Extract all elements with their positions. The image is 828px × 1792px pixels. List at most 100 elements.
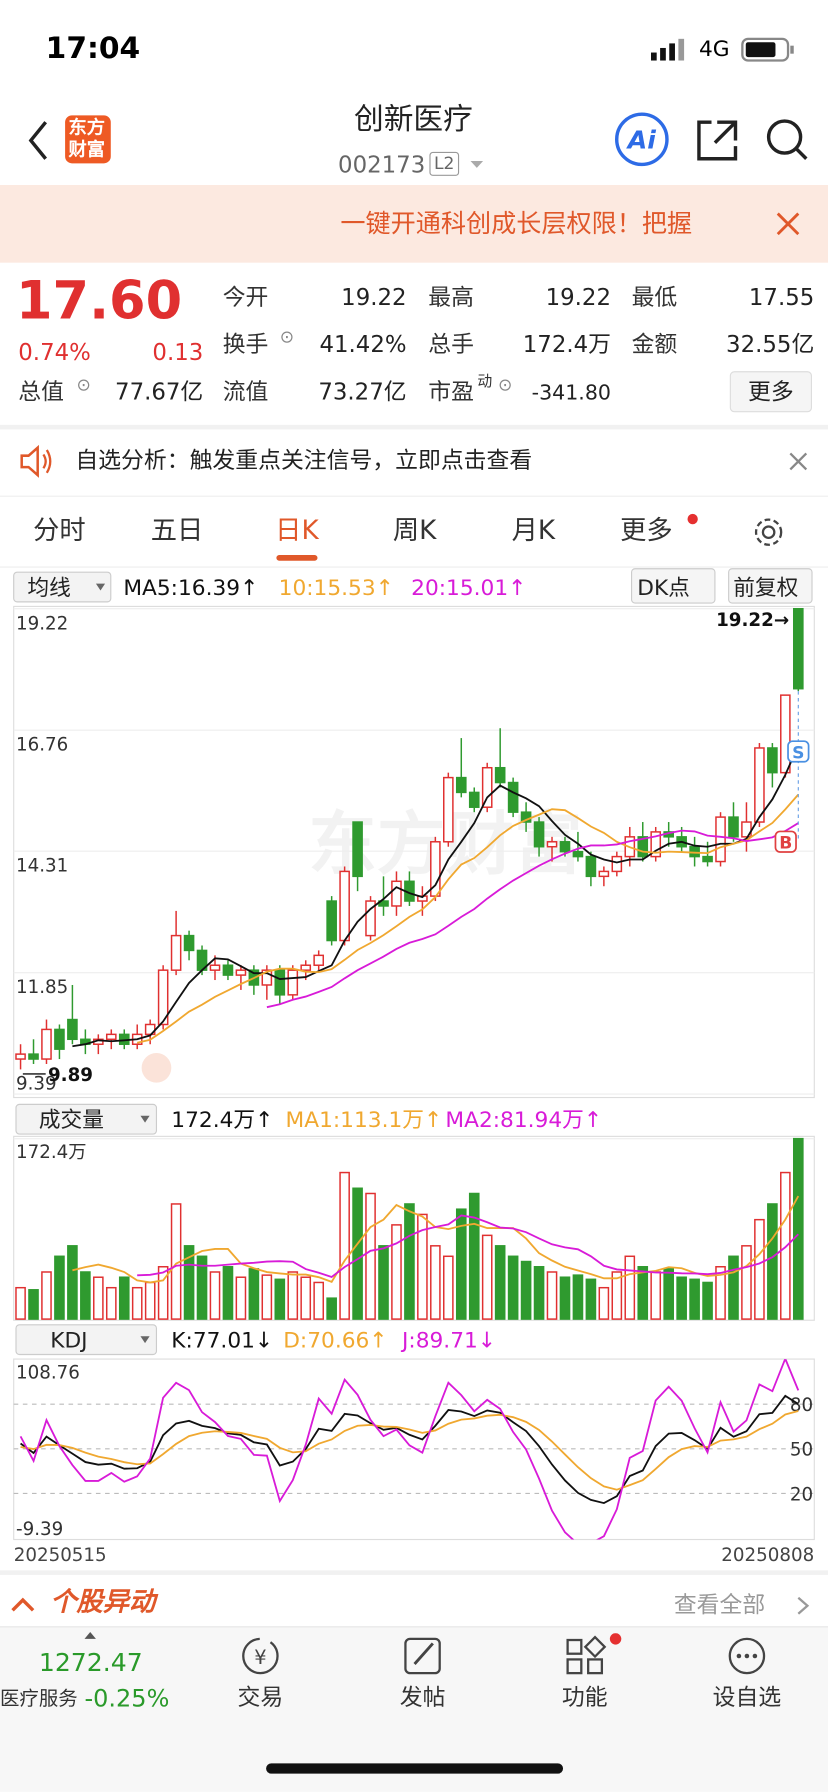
nav-item[interactable]: 交易 <box>237 1683 284 1711</box>
volume-selector[interactable]: 成交量 <box>39 1108 104 1133</box>
info-icon[interactable]: ⊙ <box>279 326 295 348</box>
candle-body <box>313 954 325 966</box>
header-icons[interactable]: Ai <box>612 111 818 170</box>
nav-item[interactable]: 发帖 <box>399 1683 446 1711</box>
selector-box[interactable] <box>15 1103 158 1135</box>
tab[interactable]: 更多 <box>620 516 673 546</box>
price: 17.60 <box>15 269 183 332</box>
volume-bar <box>767 1203 778 1320</box>
tab[interactable]: 五日 <box>150 516 204 546</box>
volume-bar <box>54 1255 65 1320</box>
notice-text[interactable]: 自选分析：触发重点关注信号，立即点击查看 <box>75 446 533 474</box>
vol-ma1-label: MA1:113.1万↑ <box>286 1108 443 1133</box>
candle-body <box>585 855 597 878</box>
candle-body <box>287 969 299 996</box>
index-change[interactable]: -0.25% <box>84 1684 170 1712</box>
stock-name: 创新医疗 <box>354 102 473 138</box>
volume-bar <box>67 1245 78 1320</box>
candle-body <box>507 781 519 813</box>
candle-body <box>468 791 480 808</box>
field-value: 17.55 <box>748 283 815 311</box>
ref-label: 20 <box>790 1484 813 1505</box>
tab[interactable]: 月K <box>511 516 556 546</box>
selector-box[interactable] <box>15 1324 158 1356</box>
field-label: 换手 <box>222 330 269 358</box>
volume-bar <box>417 1213 428 1320</box>
volume-bar <box>754 1218 765 1320</box>
field-label: 总手 <box>428 330 474 358</box>
nav-item[interactable]: 功能 <box>561 1683 608 1711</box>
ref-label: 80 <box>790 1395 813 1416</box>
y-tick-label: 16.76 <box>16 735 68 756</box>
volume-bar <box>287 1271 299 1320</box>
field-label: 最低 <box>631 283 678 311</box>
field-label: 金额 <box>631 330 678 358</box>
banner[interactable]: 一键开通科创成长层权限！把握 <box>0 185 828 263</box>
volume-bar <box>741 1245 752 1320</box>
kdj-selector[interactable]: KDJ <box>50 1329 87 1354</box>
divider <box>0 566 828 568</box>
notice-close[interactable] <box>788 451 809 472</box>
field-label: 流值 <box>222 378 269 406</box>
volume-bar <box>404 1203 415 1320</box>
candle-body <box>767 747 778 774</box>
banner-text[interactable]: 一键开通科创成长层权限！把握 <box>340 210 693 239</box>
candle-body <box>54 1028 65 1050</box>
candle-body <box>274 969 286 996</box>
candle-body <box>637 836 649 858</box>
field-label: 总值 <box>18 378 64 406</box>
nav-icons[interactable]: ¥ <box>234 1633 771 1679</box>
field-value: 172.4万 <box>522 330 612 358</box>
nav-item[interactable]: 设自选 <box>712 1683 782 1711</box>
volume-bar <box>378 1245 389 1320</box>
candle-body <box>598 870 610 878</box>
index-name[interactable]: 医疗服务 <box>0 1687 78 1711</box>
chevron[interactable] <box>795 1594 811 1617</box>
dk-button-text[interactable]: DK点 <box>637 576 690 601</box>
field-value: 32.55亿 <box>726 330 815 358</box>
volume-bar <box>144 1281 156 1320</box>
l2-badge[interactable]: L2 <box>429 151 460 176</box>
settings-icon[interactable] <box>751 515 785 549</box>
volume-bar <box>430 1245 441 1320</box>
banner-close[interactable] <box>774 210 801 237</box>
y-tick-label: 172.4万 <box>16 1142 87 1163</box>
candle-body <box>520 811 532 823</box>
back-button[interactable] <box>25 119 52 162</box>
adjust-button-text[interactable]: 前复权 <box>733 576 798 601</box>
candle-body <box>67 1018 78 1041</box>
dk-button[interactable] <box>630 568 716 604</box>
selector[interactable]: 均线 <box>27 576 70 601</box>
movers-link[interactable]: 查看全部 <box>673 1590 766 1619</box>
candle-body <box>105 1033 117 1041</box>
candle-body <box>326 900 337 942</box>
volume-bar <box>235 1276 247 1320</box>
volume-bar <box>157 1266 169 1320</box>
y-tick-label: 11.85 <box>16 977 68 998</box>
info-icon[interactable]: ⊙ <box>497 374 513 396</box>
movers-title: 个股异动 <box>50 1587 156 1618</box>
candle-body <box>352 821 363 878</box>
candle-body <box>41 1028 52 1060</box>
selector-box[interactable] <box>13 571 112 603</box>
candle-body <box>572 850 584 858</box>
collapse-icon[interactable] <box>9 1594 36 1615</box>
volume-bar <box>481 1234 493 1320</box>
y-tick-label: 9.39 <box>16 1074 57 1095</box>
ma20-label: 20:15.01↑ <box>411 576 526 601</box>
price-frame <box>13 605 815 1099</box>
info-icon[interactable]: ⊙ <box>76 374 91 396</box>
index-value[interactable]: 1272.47 <box>38 1649 143 1678</box>
adjust-button[interactable] <box>728 568 813 604</box>
tab[interactable]: 分时 <box>33 516 86 546</box>
tab[interactable]: 日K <box>275 516 319 546</box>
dropdown[interactable] <box>468 158 486 172</box>
volume-bar <box>637 1266 649 1320</box>
more-button[interactable]: 更多 <box>729 371 813 413</box>
tab-underline <box>276 555 318 561</box>
volume-bar <box>326 1297 337 1320</box>
tab[interactable]: 周K <box>392 516 437 546</box>
candle-body <box>235 969 247 976</box>
field-label: 市盈 <box>428 378 474 406</box>
